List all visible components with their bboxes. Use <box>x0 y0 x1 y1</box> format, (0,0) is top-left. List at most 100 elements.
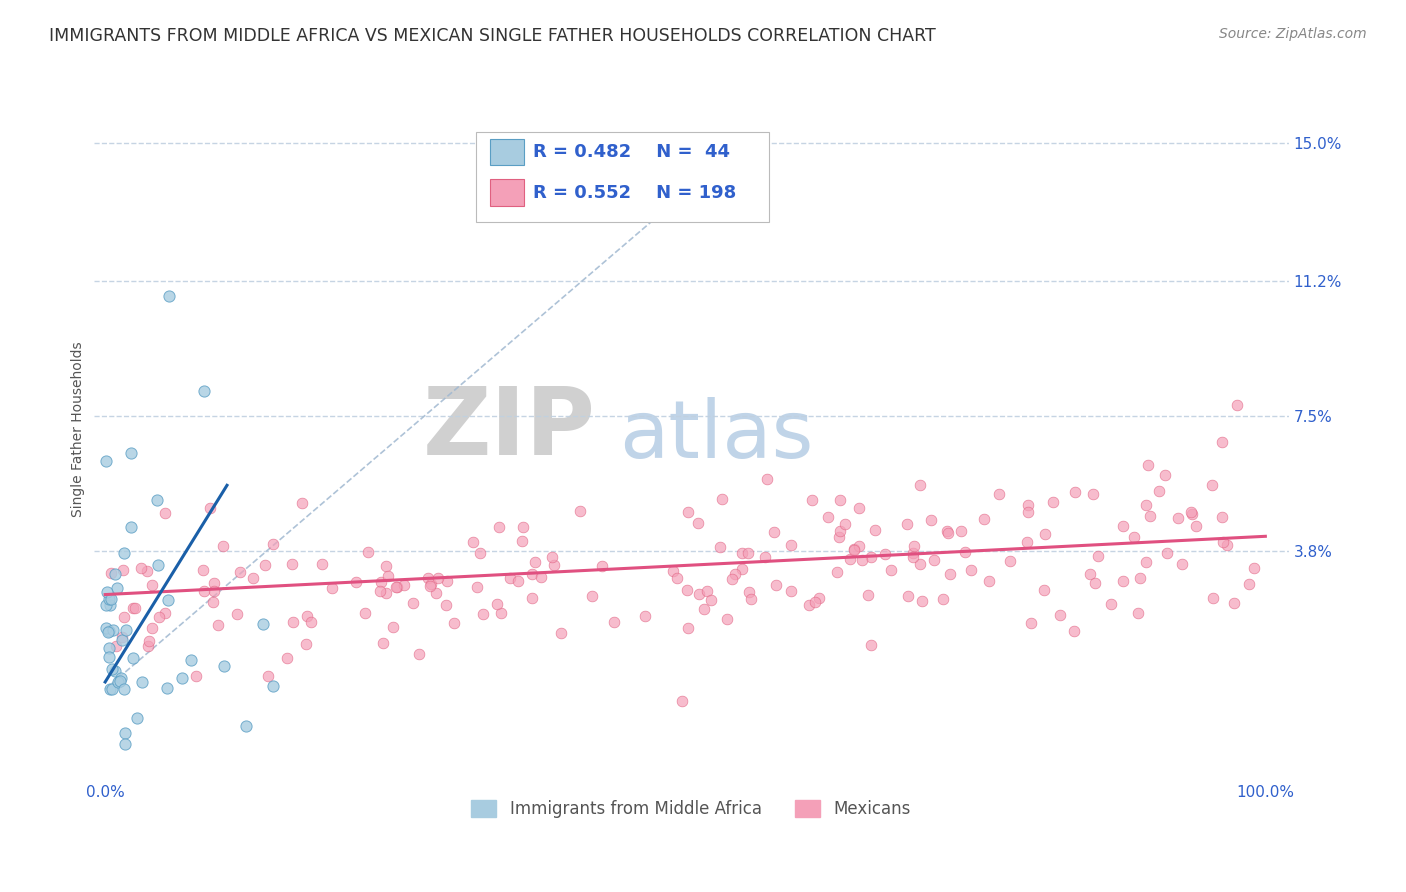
Point <box>716 611 738 625</box>
Point <box>170 671 193 685</box>
Point <box>157 592 180 607</box>
Point <box>1153 467 1175 482</box>
Point <box>281 615 304 629</box>
Point <box>568 503 591 517</box>
Point <box>256 668 278 682</box>
Point <box>104 640 127 654</box>
Point <box>1042 495 1064 509</box>
Point <box>1049 607 1071 622</box>
Point <box>101 681 124 696</box>
Point <box>848 501 870 516</box>
Point <box>157 289 180 303</box>
Point <box>114 737 136 751</box>
Point <box>700 592 723 607</box>
Point <box>863 523 886 537</box>
Point <box>148 558 170 573</box>
Point <box>262 679 284 693</box>
Point <box>193 384 215 398</box>
Point <box>842 541 865 556</box>
Point <box>112 682 135 697</box>
Point <box>443 615 465 630</box>
Point <box>110 671 132 685</box>
Point <box>932 591 955 606</box>
Point <box>138 634 160 648</box>
Point <box>468 546 491 560</box>
Point <box>797 599 820 613</box>
Point <box>1167 510 1189 524</box>
Point <box>104 566 127 581</box>
Point <box>1212 534 1234 549</box>
Point <box>671 694 693 708</box>
Point <box>603 615 626 629</box>
Point <box>676 582 699 597</box>
Point <box>488 520 510 534</box>
Legend: Immigrants from Middle Africa, Mexicans: Immigrants from Middle Africa, Mexicans <box>465 793 918 825</box>
Point <box>827 566 849 580</box>
Point <box>856 588 879 602</box>
FancyBboxPatch shape <box>477 131 769 221</box>
Point <box>426 571 449 585</box>
Point <box>207 618 229 632</box>
Point <box>101 663 124 677</box>
Point <box>461 535 484 549</box>
Point <box>101 623 124 637</box>
Point <box>520 566 543 581</box>
Y-axis label: Single Father Households: Single Father Households <box>72 341 86 516</box>
Point <box>859 550 882 565</box>
Point <box>371 635 394 649</box>
Point <box>1156 545 1178 559</box>
Point <box>688 587 710 601</box>
Point <box>765 577 787 591</box>
Point <box>408 647 430 661</box>
Point <box>520 591 543 606</box>
Point <box>1181 508 1204 522</box>
Point <box>127 711 149 725</box>
Point <box>591 558 613 573</box>
Point <box>901 546 924 560</box>
Point <box>939 566 962 581</box>
Point <box>1099 597 1122 611</box>
Point <box>1139 508 1161 523</box>
Point <box>419 580 441 594</box>
Point <box>471 607 494 621</box>
Point <box>96 585 118 599</box>
Point <box>896 517 918 532</box>
Point <box>120 445 142 459</box>
Point <box>1215 538 1237 552</box>
Point <box>1243 561 1265 575</box>
Point <box>710 491 733 506</box>
Text: R = 0.482    N =  44: R = 0.482 N = 44 <box>533 143 730 161</box>
Point <box>662 564 685 578</box>
Point <box>755 472 778 486</box>
Point <box>402 596 425 610</box>
Point <box>834 517 856 532</box>
Point <box>828 524 851 538</box>
Point <box>94 621 117 635</box>
Point <box>242 571 264 585</box>
Point <box>839 552 862 566</box>
Point <box>936 525 959 540</box>
Point <box>1112 574 1135 588</box>
Point <box>508 574 530 589</box>
Point <box>960 563 983 577</box>
Point <box>922 553 945 567</box>
Point <box>252 617 274 632</box>
Point <box>1135 555 1157 569</box>
Point <box>124 600 146 615</box>
Point <box>387 580 409 594</box>
Point <box>112 610 135 624</box>
Point <box>724 567 747 582</box>
Point <box>581 589 603 603</box>
Point <box>499 571 522 585</box>
Point <box>860 638 883 652</box>
Point <box>1087 549 1109 563</box>
Point <box>148 610 170 624</box>
Point <box>98 682 121 697</box>
Point <box>295 637 318 651</box>
Point <box>202 595 225 609</box>
Point <box>115 624 138 638</box>
Point <box>1211 509 1233 524</box>
Point <box>920 513 942 527</box>
Point <box>731 546 754 560</box>
Point <box>375 559 398 574</box>
